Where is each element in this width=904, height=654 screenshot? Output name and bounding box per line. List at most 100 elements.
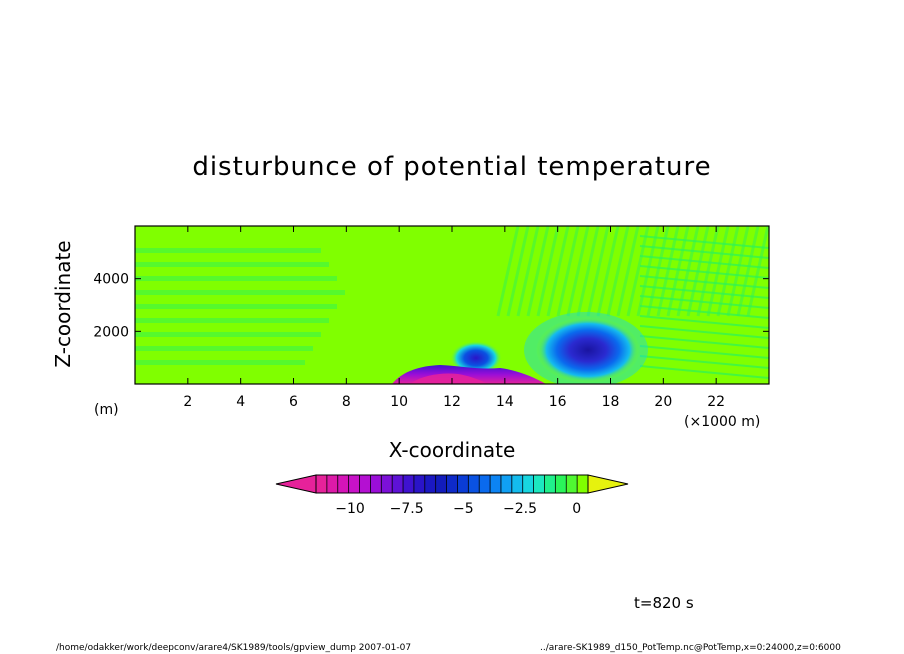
x-tick-label: 14 <box>496 394 514 410</box>
wave-line <box>639 315 769 329</box>
x-tick-label: 20 <box>654 394 672 410</box>
colorbar-cell <box>468 475 480 493</box>
x-tick-label: 12 <box>443 394 461 410</box>
colorbar-cell <box>370 475 382 493</box>
colorbar-cell <box>544 475 556 493</box>
wave-line <box>646 226 670 317</box>
x-axis-unit: (×1000 m) <box>684 414 761 430</box>
colorbar-tick-label: −2.5 <box>503 501 537 517</box>
colorbar-cell <box>348 475 361 493</box>
colorbar-cell <box>479 475 491 493</box>
y-tick-label: 4000 <box>93 272 129 288</box>
stripe <box>135 360 305 365</box>
wave-line <box>736 226 760 317</box>
colorbar-cell <box>446 475 458 493</box>
stripe <box>135 346 313 351</box>
colorbar-low-extend <box>275 474 317 494</box>
wave-line <box>716 226 740 317</box>
wave-line <box>639 285 769 299</box>
stripe <box>135 248 321 253</box>
wave-line <box>639 345 769 359</box>
chart-title: disturbunce of potential temperature <box>192 152 712 182</box>
wave-line <box>639 325 769 339</box>
x-axis: 2 4 6 8 10 12 14 16 18 20 22 <box>183 226 725 410</box>
vortex-2 <box>536 317 640 383</box>
colorbar-cell <box>392 475 404 493</box>
stripe <box>135 304 337 309</box>
wave-stripes <box>135 248 345 365</box>
x-tick-label: 8 <box>342 394 351 410</box>
footer-left: /home/odakker/work/deepconv/arare4/SK198… <box>56 643 412 653</box>
wave-line <box>726 226 750 317</box>
colorbar-cell <box>566 475 578 493</box>
stripe <box>135 332 321 337</box>
x-tick-label: 22 <box>707 394 725 410</box>
x-tick-label: 10 <box>390 394 408 410</box>
wave-line <box>746 226 769 317</box>
wave-texture <box>496 226 769 379</box>
stripe <box>135 276 337 281</box>
plot-field <box>135 226 769 384</box>
wave-line <box>639 365 769 379</box>
footer-right: ../arare-SK1989_d150_PotTemp.nc@PotTemp,… <box>540 643 841 653</box>
colorbar-frame <box>315 474 589 494</box>
colorbar-cell <box>457 475 469 493</box>
wave-line <box>636 226 660 317</box>
wave-line <box>639 355 769 369</box>
wave-line <box>616 226 640 317</box>
colorbar-cell <box>403 475 415 493</box>
wave-line <box>639 275 769 289</box>
x-tick-label: 2 <box>183 394 192 410</box>
colorbar-cell <box>490 475 502 493</box>
colorbar-cell <box>413 475 426 493</box>
y-axis: 2000 4000 <box>93 272 769 340</box>
wave-line <box>526 226 550 317</box>
wave-line <box>576 226 600 317</box>
x-axis-label: X-coordinate <box>388 438 516 462</box>
wave-line <box>606 226 630 317</box>
wave-line <box>586 226 610 317</box>
wave-line <box>596 226 620 317</box>
wave-line <box>626 226 650 317</box>
wave-line <box>556 226 580 317</box>
wave-line <box>639 265 769 279</box>
colorbar-cell <box>381 475 393 493</box>
colorbar-cell <box>316 475 328 493</box>
stripe <box>135 262 329 267</box>
colorbar-cell <box>435 475 448 493</box>
colorbar-cell <box>555 475 567 493</box>
wave-line <box>639 335 769 349</box>
cold-pool-core <box>410 373 488 384</box>
wave-line <box>506 226 530 317</box>
wave-line <box>639 245 769 259</box>
colorbar-cell <box>326 475 339 493</box>
x-tick-label: 4 <box>236 394 245 410</box>
colorbar-cell <box>337 475 350 493</box>
colorbar-cell <box>533 475 545 493</box>
colorbar-cell <box>511 475 524 493</box>
colorbar-cell <box>424 475 437 493</box>
colorbar: −10 −7.5 −5 −2.5 0 <box>275 474 629 517</box>
colorbar-cell <box>522 475 535 493</box>
wave-line <box>656 226 680 317</box>
wave-line <box>639 255 769 269</box>
vortex-1 <box>450 341 502 375</box>
colorbar-cell <box>500 475 513 493</box>
wave-line <box>639 295 769 309</box>
wave-line <box>566 226 590 317</box>
colorbar-tick-label: 0 <box>572 501 581 517</box>
time-label: t=820 s <box>634 594 694 612</box>
y-axis-unit: (m) <box>94 402 119 418</box>
colorbar-tick-label: −5 <box>453 501 474 517</box>
colorbar-cell <box>577 475 589 493</box>
wave-line <box>639 305 769 319</box>
y-tick-label: 2000 <box>93 324 129 340</box>
stripe <box>135 318 329 323</box>
wave-line <box>496 226 520 317</box>
wave-line <box>536 226 560 317</box>
x-tick-label: 6 <box>289 394 298 410</box>
wave-line <box>516 226 540 317</box>
colorbar-tick-label: −10 <box>335 501 365 517</box>
stripe <box>135 290 345 295</box>
